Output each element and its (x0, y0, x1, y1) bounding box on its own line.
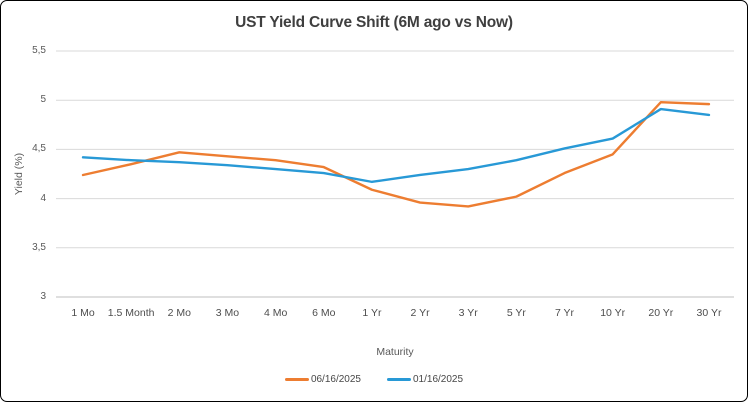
x-tick-label: 7 Yr (554, 307, 575, 319)
x-tick-label: 5 Yr (506, 307, 526, 319)
series-line-1 (81, 107, 711, 184)
y-tick-label: 5,5 (32, 45, 46, 56)
y-tick-label: 3,5 (32, 241, 46, 253)
x-tick-label: 2 Yr (410, 307, 430, 319)
x-tick-label: 3 Yr (458, 307, 478, 319)
x-tick-label: 1 Mo (71, 307, 95, 319)
legend-item-1: 01/16/2025 (387, 374, 463, 385)
x-tick-label: 4 Mo (263, 307, 288, 319)
y-tick-label: 4,5 (32, 143, 46, 155)
series-line-0 (81, 100, 711, 208)
x-axis-title: Maturity (376, 346, 414, 358)
x-tick-label: 1 Yr (362, 307, 382, 319)
x-tick-label: 20 Yr (648, 307, 674, 319)
legend-swatch-icon (387, 377, 411, 382)
x-tick-label: 2 Mo (167, 307, 191, 319)
legend-label: 01/16/2025 (413, 374, 464, 385)
y-tick-label: 5 (40, 94, 46, 106)
y-tick-label: 4 (40, 192, 46, 204)
x-tick-label: 3 Mo (215, 307, 240, 319)
legend: 06/16/2025 01/16/2025 (1, 374, 747, 385)
x-tick-label: 6 Mo (312, 307, 336, 319)
y-tick-label: 3 (40, 291, 46, 302)
chart-title: UST Yield Curve Shift (6M ago vs Now) (235, 14, 513, 31)
legend-label: 06/16/2025 (310, 374, 361, 385)
x-tick-label: 1.5 Month (107, 307, 155, 319)
x-tick-label: 10 Yr (600, 307, 626, 319)
x-tick-label: 30 Yr (696, 307, 722, 319)
legend-item-0: 06/16/2025 (284, 374, 361, 385)
legend-swatch-icon (284, 377, 309, 382)
